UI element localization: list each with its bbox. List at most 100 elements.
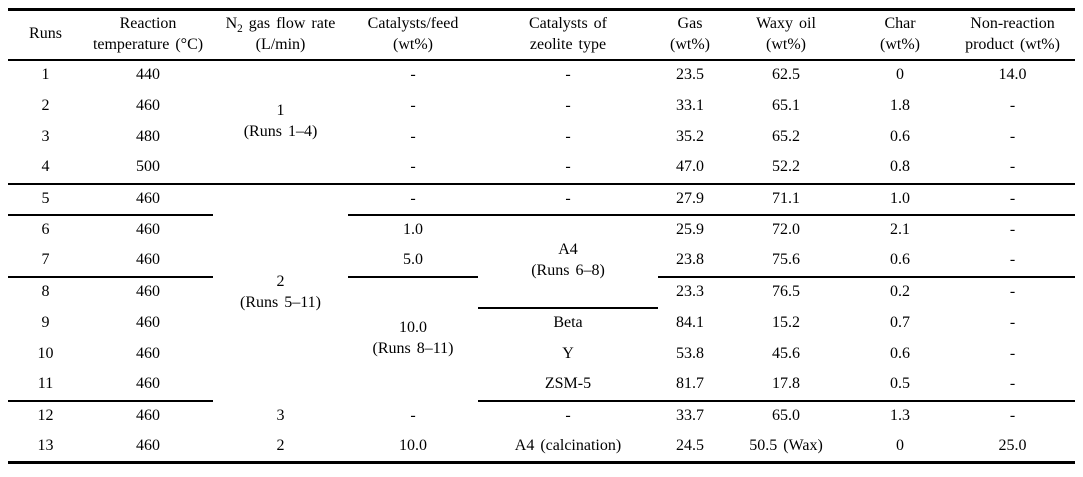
cell-catalysts-feed: - [348, 152, 478, 185]
cell-temp: 460 [136, 436, 160, 454]
cell-char: 0 [896, 436, 904, 454]
cell-gas: 24.5 [676, 436, 704, 454]
cell-run: 3 [41, 127, 50, 145]
cell-non-reaction: - [1009, 221, 1016, 239]
cell-zeolite-a4-runs-6-8: A4 (Runs 6–8) [478, 214, 658, 309]
cell-gas: 81.7 [658, 369, 722, 402]
header-line: Non-reaction [970, 14, 1055, 32]
cell-char: 0.6 [890, 127, 910, 145]
cell-gas: 35.2 [676, 127, 704, 145]
cell-temp: 460 [136, 344, 160, 362]
cell-char: 1.3 [890, 407, 910, 425]
cell-catalysts-feed: - [348, 183, 478, 216]
table-row: 5 460 2 (Runs 5–11) - - 27.9 71.1 1.0 - [8, 183, 1075, 311]
header-line: (L/min) [255, 35, 306, 53]
cell-non-reaction: - [950, 245, 1075, 278]
merged-value: 10.0 [399, 319, 427, 337]
cell-gas: 23.3 [676, 283, 704, 301]
merged-label: (Runs 6–8) [531, 262, 605, 279]
cell-temp: 460 [83, 245, 213, 278]
cell-non-reaction: 14.0 [998, 66, 1027, 84]
header-line: zeolite type [529, 35, 607, 53]
cell-waxy-oil: 65.0 [772, 407, 800, 425]
cell-non-reaction: - [1009, 127, 1016, 145]
cell-zeolite: Beta [553, 314, 583, 332]
header-line-rest: gas flow rate [242, 14, 336, 32]
col-header-reaction-temperature: Reaction temperature (°C) [83, 9, 213, 61]
cell-zeolite: Y [562, 344, 574, 362]
table-row: 8 460 10.0 (Runs 8–11) 23.3 76.5 0.2 - [8, 277, 1075, 357]
cell-char: 0.5 [850, 369, 950, 402]
cell-gas: 33.7 [676, 407, 704, 425]
cell-gas: 23.5 [676, 66, 704, 84]
cell-run: 1 [41, 66, 50, 84]
cell-temp: 500 [83, 152, 213, 185]
cell-temp: 480 [136, 127, 160, 145]
cell-waxy-oil: 65.2 [772, 127, 800, 145]
cell-char: 0.2 [890, 283, 910, 301]
header-line: Runs [29, 25, 62, 43]
cell-temp: 460 [136, 407, 160, 425]
header-line: (wt%) [880, 35, 920, 53]
cell-char: 0.8 [850, 152, 950, 185]
cell-non-reaction: - [950, 152, 1075, 185]
cell-catalysts-feed: - [410, 127, 416, 145]
cell-zeolite: A4 (calcination) [514, 436, 622, 454]
n2-subscript: 2 [237, 23, 243, 36]
cell-temp: 460 [136, 283, 160, 301]
cell-gas: 27.9 [658, 183, 722, 216]
cell-waxy-oil: 17.8 [722, 369, 850, 402]
cell-temp: 460 [83, 369, 213, 402]
cell-waxy-oil: 76.5 [772, 283, 800, 301]
cell-n2: 3 [276, 406, 285, 424]
cell-run: 13 [37, 436, 54, 454]
header-line: (wt%) [393, 35, 433, 53]
cell-run: 9 [41, 313, 50, 331]
cell-temp: 460 [136, 313, 160, 331]
cell-gas: 53.8 [676, 344, 704, 362]
header-line: N2 gas flow rate [213, 14, 348, 35]
experiment-results-table-container: Runs Reaction temperature (°C) N2 gas fl… [8, 8, 1075, 464]
pyrolysis-runs-table: Runs Reaction temperature (°C) N2 gas fl… [8, 8, 1075, 464]
cell-char: 2.1 [890, 221, 910, 239]
cell-non-reaction: - [1009, 344, 1016, 362]
cell-run: 5 [8, 183, 83, 216]
merged-label: (Runs 8–11) [372, 340, 454, 357]
header-line: Reaction [119, 14, 177, 32]
table-row: 12 460 3 - - 33.7 65.0 1.3 - [8, 401, 1075, 432]
cell-gas: 23.8 [658, 245, 722, 278]
col-header-char: Char (wt%) [850, 9, 950, 61]
col-header-gas: Gas (wt%) [658, 9, 722, 61]
table-row: 2 460 - - 33.1 65.1 1.8 - [8, 91, 1075, 122]
col-header-n2-gas-flow-rate: N2 gas flow rate (L/min) [213, 9, 348, 61]
table-header-row: Runs Reaction temperature (°C) N2 gas fl… [8, 9, 1075, 61]
cell-waxy-oil: 72.0 [772, 221, 800, 239]
cell-catalysts-feed-runs-8-11: 10.0 (Runs 8–11) [348, 277, 478, 401]
header-line: (wt%) [766, 35, 806, 53]
cell-non-reaction: - [1009, 96, 1016, 114]
header-line: Waxy oil [756, 14, 816, 32]
header-line: temperature (°C) [92, 35, 204, 53]
cell-temp: 440 [136, 66, 160, 84]
col-header-non-reaction-product: Non-reaction product (wt%) [950, 9, 1075, 61]
cell-non-reaction: 25.0 [998, 436, 1027, 454]
cell-temp: 460 [83, 183, 213, 216]
cell-waxy-oil: 75.6 [722, 245, 850, 278]
table-row: 9 460 Beta 84.1 15.2 0.7 - [8, 308, 1075, 339]
cell-non-reaction: - [950, 369, 1075, 402]
cell-run: 10 [37, 344, 54, 362]
merged-label: (Runs 1–4) [243, 122, 318, 140]
cell-run: 7 [8, 245, 83, 278]
table-row: 11 460 ZSM-5 81.7 17.8 0.5 - [8, 369, 1075, 402]
table-row: 6 460 1.0 A4 (Runs 6–8) 25.9 72.0 2.1 - [8, 214, 1075, 309]
cell-char: 1.0 [850, 183, 950, 216]
col-header-catalysts-feed: Catalysts/feed (wt%) [348, 9, 478, 61]
cell-non-reaction: - [1009, 313, 1016, 331]
cell-run: 8 [41, 283, 50, 301]
cell-run: 2 [41, 96, 50, 114]
cell-zeolite: - [565, 127, 571, 145]
header-line: Char [884, 14, 916, 32]
cell-catalysts-feed: - [410, 406, 416, 424]
header-line: Gas [677, 14, 703, 32]
cell-char: 0.6 [890, 344, 910, 362]
